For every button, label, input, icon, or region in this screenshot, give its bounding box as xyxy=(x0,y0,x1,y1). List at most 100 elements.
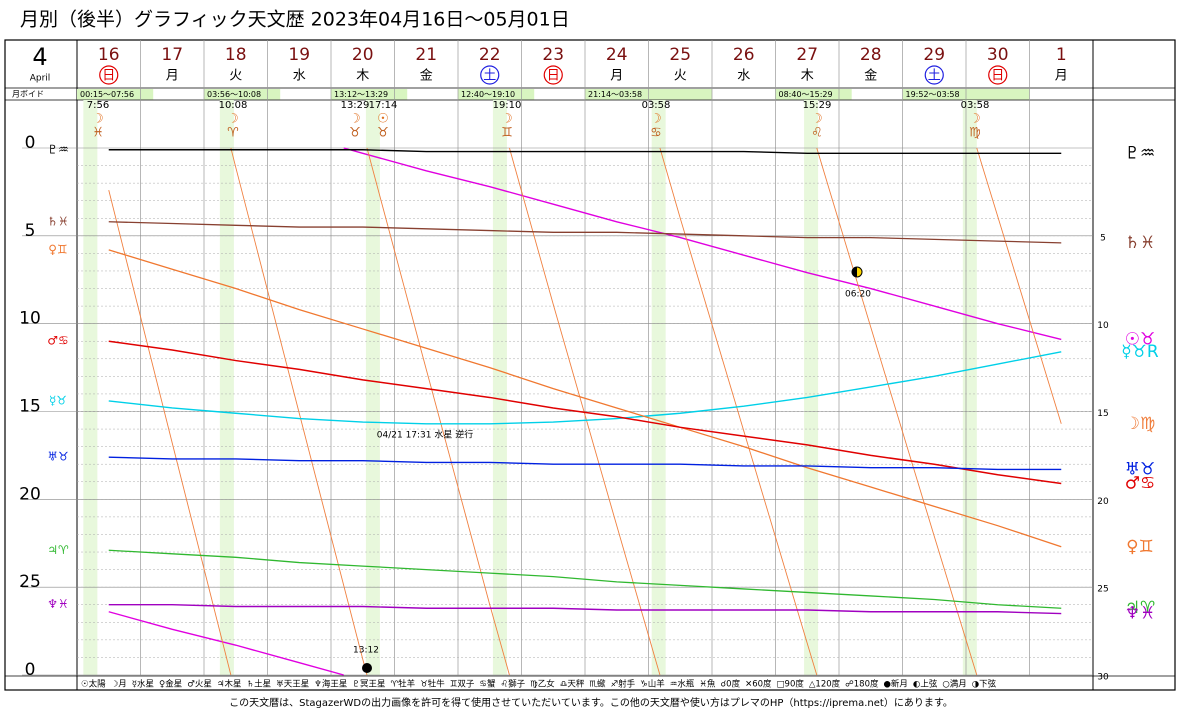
weekday: 日 xyxy=(102,69,115,84)
series-line xyxy=(108,190,232,676)
legend-item: ♋蟹 xyxy=(479,679,496,690)
y-tick-label: 10 xyxy=(19,309,41,329)
ingress-time: 19:10 xyxy=(493,100,522,111)
series-line xyxy=(659,147,818,676)
y2-tick-label: 20 xyxy=(1097,497,1109,507)
day-number: 22 xyxy=(479,45,501,65)
void-text: 12:40～19:10 xyxy=(461,90,515,99)
end-label: ♇♒ xyxy=(1125,143,1155,163)
end-label: ♂♋ xyxy=(1125,474,1155,494)
legend-item: △120度 xyxy=(809,679,841,690)
new-moon xyxy=(362,663,372,673)
weekday: 木 xyxy=(356,69,369,84)
weekday: 火 xyxy=(674,69,687,84)
series-line xyxy=(343,147,1062,341)
series-line xyxy=(509,147,661,676)
void-label: 月ボイド xyxy=(12,90,44,99)
series-line xyxy=(366,147,510,676)
y-tick-label: 20 xyxy=(19,484,41,504)
series-line xyxy=(108,611,344,676)
ingress-sign: ♉ xyxy=(377,126,389,141)
void-text: 03:56～10:08 xyxy=(207,90,261,99)
void-shade xyxy=(365,100,380,675)
chart-title: 月別（後半）グラフィック天文歴 2023年04月16日～05月01日 xyxy=(20,9,570,31)
footer: この天文暦は、StagazerWDの出力画像を許可を得て使用させていただいていま… xyxy=(229,696,953,709)
legend-item: ☍180度 xyxy=(845,679,879,690)
ingress-planet: ☉ xyxy=(377,112,389,127)
void-shade xyxy=(651,100,666,675)
legend-item: ♊双子 xyxy=(450,680,475,690)
weekday: 金 xyxy=(864,68,877,84)
start-label: ♆♓ xyxy=(47,597,69,611)
void-text: 19:52～03:58 xyxy=(906,90,960,99)
end-label: ♄♓ xyxy=(1125,233,1155,253)
first-quarter-dark xyxy=(852,267,857,277)
weekday: 月 xyxy=(166,69,179,84)
ingress-sign: ♌ xyxy=(811,126,823,141)
legend-item: ♄土星 xyxy=(246,679,271,690)
day-number: 26 xyxy=(733,45,755,65)
ingress-time: 17:14 xyxy=(369,100,398,111)
void-shade xyxy=(219,100,234,675)
legend-item: ♑山羊 xyxy=(640,679,665,690)
day-number: 24 xyxy=(606,45,628,65)
legend-item: ♂火星 xyxy=(187,680,212,690)
y2-tick-label: 15 xyxy=(1097,409,1108,419)
start-label: ♀♊ xyxy=(48,242,68,256)
void-band xyxy=(458,89,535,100)
series-line xyxy=(108,149,1062,154)
legend-item: ♆海王星 xyxy=(314,679,347,690)
weekday-circle xyxy=(99,65,119,85)
legend-item: ♓魚 xyxy=(699,679,716,690)
weekday: 月 xyxy=(610,69,623,84)
ingress-time: 15:29 xyxy=(803,100,832,111)
ingress-time: 03:58 xyxy=(642,100,671,111)
y2-tick-label: 25 xyxy=(1097,585,1108,595)
legend-item: ♒水瓶 xyxy=(670,679,695,690)
y2-tick-label: 10 xyxy=(1097,321,1109,331)
legend-item: ♍乙女 xyxy=(530,679,555,690)
void-band xyxy=(77,89,154,100)
frame xyxy=(4,39,1176,691)
ingress-planet: ☽ xyxy=(349,112,361,127)
day-number: 29 xyxy=(923,45,945,65)
ingress-sign: ♓ xyxy=(92,126,104,141)
ingress-sign: ♉ xyxy=(349,126,361,141)
y2-tick-label: 5 xyxy=(1100,233,1106,243)
day-number: 28 xyxy=(860,45,882,65)
series-line xyxy=(976,147,1062,424)
day-number: 25 xyxy=(669,45,691,65)
legend-item: ○満月 xyxy=(942,680,966,690)
end-label: ☿♉R xyxy=(1121,342,1159,362)
month-name: April xyxy=(30,74,51,84)
void-band xyxy=(204,89,281,100)
y-tick-label: 5 xyxy=(25,221,36,241)
void-band xyxy=(331,89,408,100)
weekday: 水 xyxy=(737,69,750,84)
start-label: ♂♋ xyxy=(47,334,69,348)
weekday: 日 xyxy=(991,69,1004,84)
day-number: 16 xyxy=(98,45,120,65)
series-line xyxy=(108,456,1062,471)
void-shade xyxy=(83,100,98,675)
start-label: ♇♒ xyxy=(47,142,69,156)
legend-item: ♈牡羊 xyxy=(390,679,415,690)
end-label: ☉♉ xyxy=(1125,329,1155,349)
legend-item: ●新月 xyxy=(884,679,908,690)
y2-tick-label: 30 xyxy=(1097,673,1109,683)
ingress-sign: ♊ xyxy=(501,126,513,141)
start-label: ☿♉ xyxy=(49,393,67,407)
start-label: ♄♓ xyxy=(47,214,69,228)
legend-item: ♎天秤 xyxy=(560,679,585,690)
weekday: 日 xyxy=(547,69,560,84)
weekday-circle xyxy=(924,65,944,85)
ingress-time: 03:58 xyxy=(961,100,990,111)
ingress-time: 13:29 xyxy=(341,100,370,111)
series-line xyxy=(108,549,1062,609)
void-shade xyxy=(492,100,507,675)
void-shade xyxy=(962,100,977,675)
ingress-time: 10:08 xyxy=(219,100,248,111)
ingress-sign: ♈ xyxy=(227,126,239,141)
legend-item: ☽月 xyxy=(111,680,127,690)
